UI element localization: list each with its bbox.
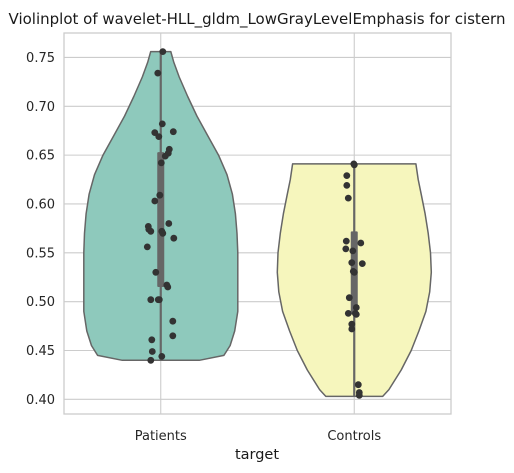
point-patients-18 [170, 234, 178, 242]
y-tick-label-4: 0.60 [26, 197, 55, 212]
strip-points [143, 48, 366, 399]
point-controls-2 [343, 172, 351, 180]
point-controls-9 [348, 259, 356, 266]
point-patients-20 [152, 268, 160, 276]
iqr-box-patients [157, 152, 165, 287]
plot-frame [63, 32, 452, 415]
point-patients-19 [143, 243, 151, 251]
point-patients-5 [155, 133, 163, 141]
point-patients-22 [164, 283, 172, 291]
point-patients-26 [169, 317, 177, 325]
point-controls-6 [357, 239, 365, 247]
point-controls-7 [342, 245, 350, 253]
point-patients-11 [156, 191, 164, 199]
y-tick-labels: 0.40 0.45 0.50 0.55 0.60 0.65 0.70 0.75 [26, 51, 55, 408]
point-patients-16 [159, 229, 167, 237]
x-tick-labels: Patients Controls [135, 429, 382, 444]
point-controls-13 [345, 294, 353, 302]
point-patients-8 [161, 152, 169, 160]
point-patients-28 [169, 332, 177, 340]
y-tick-label-0: 0.40 [26, 393, 55, 408]
plot-border [63, 32, 452, 415]
y-tick-label-1: 0.45 [26, 344, 55, 359]
point-patients-25 [147, 296, 155, 304]
x-tick-label-patients: Patients [135, 429, 187, 444]
y-tick-label-6: 0.70 [26, 100, 55, 115]
point-controls-14 [352, 304, 360, 311]
point-controls-16 [344, 310, 352, 317]
point-controls-1 [350, 161, 358, 169]
point-patients-0 [159, 48, 167, 55]
point-patients-10 [151, 197, 159, 205]
point-controls-10 [358, 260, 366, 267]
point-controls-22 [355, 392, 363, 399]
point-patients-24 [154, 296, 162, 304]
point-patients-14 [147, 227, 155, 235]
y-tick-label-2: 0.50 [26, 295, 55, 310]
x-tick-label-controls: Controls [327, 429, 381, 444]
violin-bodies [83, 50, 433, 398]
chart-title: Violinplot of wavelet-HLL_gldm_LowGrayLe… [9, 10, 506, 29]
point-patients-30 [158, 353, 166, 360]
point-controls-5 [342, 237, 350, 245]
x-axis-label: target [235, 447, 279, 463]
point-controls-8 [349, 247, 357, 255]
point-patients-17 [165, 220, 173, 227]
point-patients-4 [169, 128, 177, 136]
point-patients-2 [158, 120, 166, 128]
y-tick-label-5: 0.65 [26, 149, 55, 164]
point-patients-29 [148, 348, 156, 355]
point-patients-1 [154, 69, 162, 77]
inner-box-plots [157, 51, 358, 397]
point-controls-20 [354, 381, 362, 389]
point-controls-17 [352, 311, 360, 318]
y-tick-label-3: 0.55 [26, 246, 55, 261]
point-controls-3 [343, 182, 351, 189]
y-tick-label-7: 0.75 [26, 51, 55, 66]
point-patients-9 [157, 159, 165, 167]
point-controls-12 [350, 268, 358, 276]
point-controls-4 [344, 194, 352, 202]
point-controls-19 [348, 325, 356, 333]
point-patients-31 [147, 356, 155, 364]
point-controls-18 [348, 320, 356, 328]
point-patients-27 [148, 336, 156, 344]
